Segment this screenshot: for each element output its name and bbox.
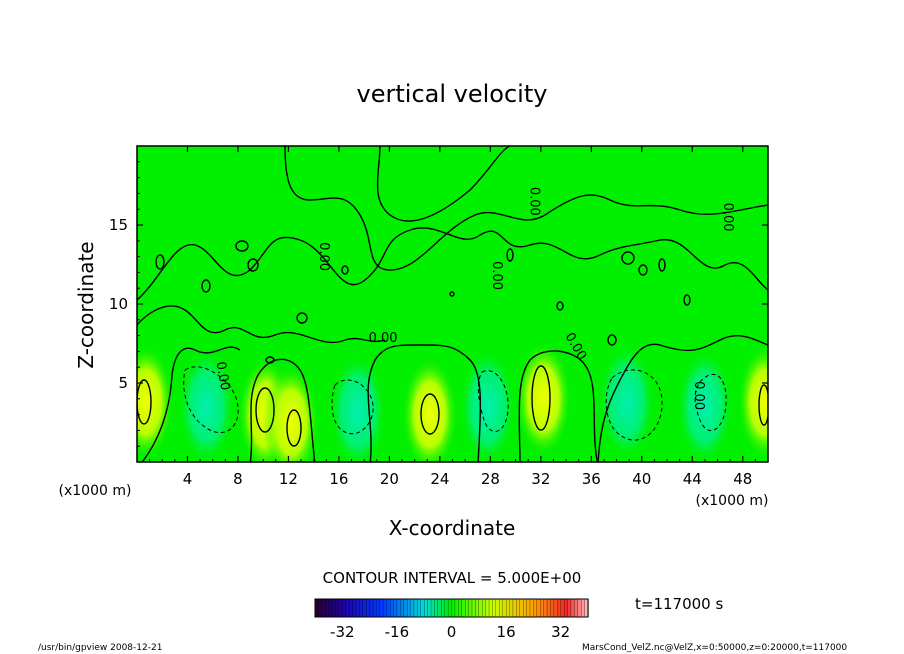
x-tick-label-28: 28: [481, 470, 500, 488]
y-tick-label-5: 5: [118, 374, 128, 392]
colorbar-tick-label--16: -16: [385, 623, 410, 641]
colorbar-tick-label-0: 0: [447, 623, 457, 641]
x-tick-label-20: 20: [380, 470, 399, 488]
contour-label-2: 0.00: [316, 242, 331, 271]
x-tick-label-40: 40: [632, 470, 651, 488]
x-axis-label: X-coordinate: [389, 516, 516, 540]
downdraft-region-8: [598, 343, 655, 460]
footer-right: MarsCond_VelZ.nc@VelZ,x=0:50000,z=0:2000…: [582, 643, 848, 653]
colorbar-frame: [314, 598, 589, 618]
contour-label-4: 0.00: [527, 187, 542, 216]
x-tick-label-36: 36: [582, 470, 601, 488]
colorbar-tick-label--32: -32: [330, 623, 355, 641]
plot-area: 0.000.000.000.000.000.000.000.00: [137, 146, 768, 462]
colorbar: -32 -16 0 16 32: [314, 598, 589, 641]
contour-label-6: 0.00: [691, 381, 706, 410]
x-tick-label-24: 24: [430, 470, 449, 488]
contour-label-1: 0.00: [213, 361, 233, 392]
x-tick-label-12: 12: [279, 470, 298, 488]
y-tick-label-15: 15: [109, 216, 128, 234]
y-axis-label: Z-coordinate: [74, 241, 98, 368]
x-tick-label-16: 16: [329, 470, 348, 488]
colorbar-tick-label-32: 32: [551, 623, 570, 641]
x-tick-label-44: 44: [683, 470, 702, 488]
downdraft-region-4: [329, 353, 386, 462]
colorbar-tick-label-16: 16: [497, 623, 516, 641]
chart-title: vertical velocity: [357, 80, 548, 108]
x-unit-left: (x1000 m): [59, 483, 132, 499]
updraft-region-5: [401, 356, 458, 462]
x-tick-label-4: 4: [183, 470, 193, 488]
x-tick-label-48: 48: [733, 470, 752, 488]
updraft-region-3: [262, 364, 319, 462]
x-tick-label-8: 8: [233, 470, 243, 488]
x-unit-right: (x1000 m): [696, 493, 769, 509]
y-tick-label-10: 10: [109, 295, 128, 313]
contour-label-3: 0.00: [489, 261, 504, 290]
updraft-region-7: [515, 340, 572, 457]
downdraft-region-6: [459, 348, 516, 462]
contour-label-7: 0.00: [720, 203, 735, 232]
time-label: t=117000 s: [635, 595, 723, 613]
updraft-region-0: [137, 343, 174, 460]
contour-interval: CONTOUR INTERVAL = 5.000E+00: [323, 569, 582, 587]
x-tick-label-32: 32: [531, 470, 550, 488]
updraft-region-10: [737, 343, 768, 460]
footer-left: /usr/bin/gpview 2008-12-21: [38, 643, 163, 653]
contour-label-0: 0.00: [369, 331, 398, 346]
